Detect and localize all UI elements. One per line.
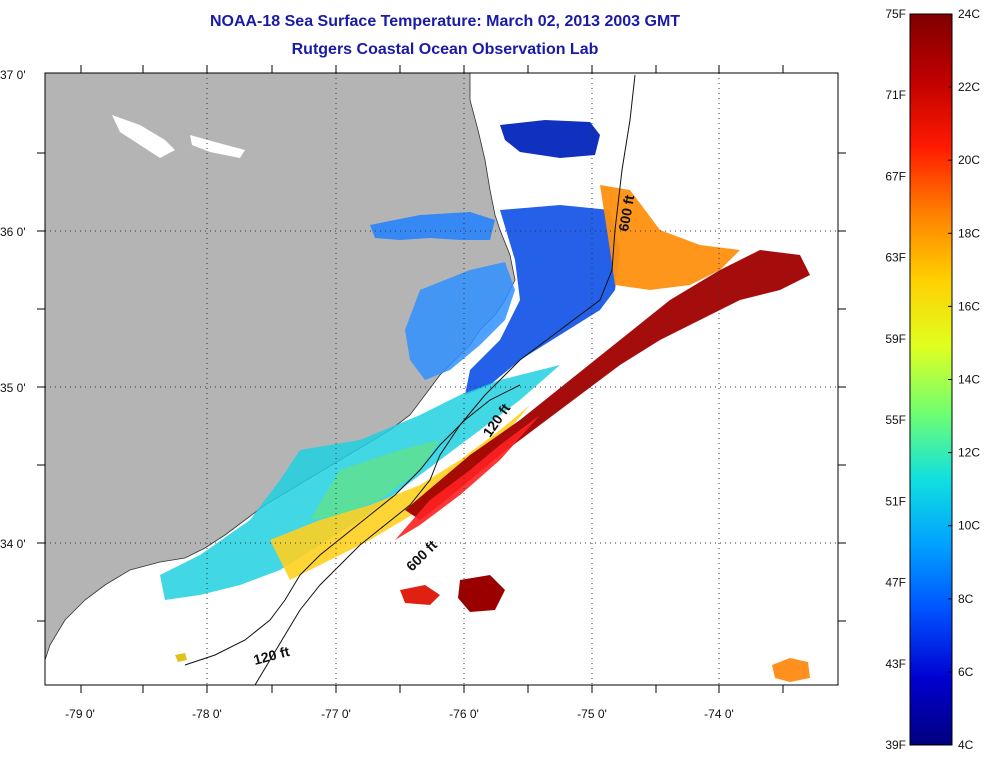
lat-label-37: 37 0' [0,68,26,82]
colorbar-c-label: 16C [958,299,980,313]
lat-label-35: 35 0' [0,381,26,395]
river-white-2 [190,135,245,158]
colorbar-f-label: 43F [885,657,906,671]
lon-label-78: -78 0' [192,707,222,721]
colorbar-c-label: 14C [958,373,980,387]
colorbar-c-label: 22C [958,80,980,94]
colorbar-f-label: 67F [885,169,906,183]
colorbar-f-label: 75F [885,7,906,21]
colorbar-f-label: 63F [885,251,906,265]
sst-orange-northeast [600,185,740,290]
sst-yellow-band [270,405,530,580]
pamlico-sound [405,262,515,380]
river-white [112,115,175,158]
lon-label-77: -77 0' [321,707,351,721]
axis-ticks [37,65,846,693]
colorbar-fahrenheit-labels: 75F 71F 67F 63F 59F 55F 51F 47F 43F 39F [885,7,906,752]
lat-label-36: 36 0' [0,225,26,239]
sst-small-patch-se [772,658,810,682]
map-title: NOAA-18 Sea Surface Temperature: March 0… [209,13,681,30]
contour-label-600ft-north: 600 ft [615,193,637,232]
contour-120ft [184,384,521,666]
sst-green-patch [310,440,440,520]
sst-small-patch-south [175,653,187,662]
map-border [44,72,839,686]
map-subtitle: Rutgers Coastal Ocean Observation Lab [291,41,599,58]
colorbar-c-label: 18C [958,226,980,240]
colorbar-c-label: 20C [958,153,980,167]
lon-label-79: -79 0' [65,707,95,721]
lon-label-74: -74 0' [704,707,734,721]
sst-warm-eddy [458,575,505,612]
colorbar-f-label: 55F [885,413,906,427]
sst-cold-patch-north [500,120,600,158]
colorbar-f-label: 51F [885,494,906,508]
contour-600ft [254,74,636,685]
sst-red-edge [395,415,540,540]
colorbar-f-label: 59F [885,332,906,346]
colorbar-c-label: 8C [958,592,974,606]
colorbar-celsius-labels: 24C 22C 20C 18C 16C 14C 12C 10C 8C 6C 4C [958,7,980,752]
lat-label-34: 34 0' [0,537,26,551]
sst-red-eddy-small [400,585,440,605]
sst-cold-blue [465,205,620,395]
colorbar-c-label: 12C [958,446,980,460]
lon-label-75: -75 0' [577,707,607,721]
colorbar-ticks [948,13,952,746]
colorbar-f-label: 47F [885,576,906,590]
colorbar-c-label: 6C [958,665,974,679]
colorbar-c-label: 4C [958,738,974,752]
colorbar-f-label: 71F [885,88,906,102]
graticule [45,73,838,685]
colorbar-c-label: 10C [958,519,980,533]
colorbar [909,13,953,746]
lon-label-76: -76 0' [449,707,479,721]
colorbar-f-label: 39F [885,738,906,752]
colorbar-c-label: 24C [958,7,980,21]
